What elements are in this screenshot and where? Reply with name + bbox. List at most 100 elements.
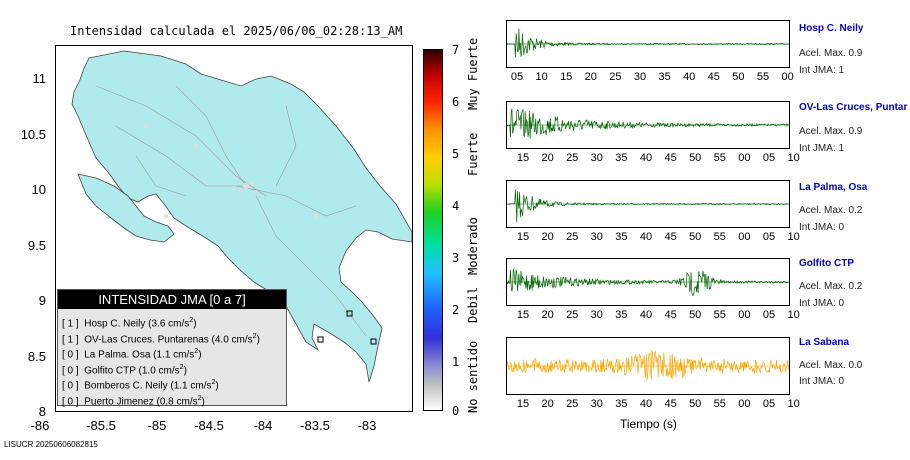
time-tick-label: 25	[566, 231, 579, 243]
map-ytick: 10	[31, 182, 46, 197]
station-name: Hosp C. Neily	[799, 23, 864, 34]
time-tick-label: 55	[713, 152, 726, 164]
time-tick-label: 05	[510, 71, 524, 83]
time-tick-label: 05	[762, 309, 776, 321]
time-tick-label: 05	[762, 231, 776, 243]
colorbar-category: Fuerte	[466, 132, 480, 176]
map-xtick: -85.5	[86, 418, 116, 433]
nicoya-peninsula	[77, 173, 175, 243]
map-xtick: -83.5	[300, 418, 330, 433]
map-ytick: 9	[38, 293, 46, 308]
legend-row: [ 0 ] La Palma. Osa (1.1 cm/s2)	[62, 348, 202, 361]
time-tick-label: 15	[516, 231, 530, 243]
time-tick-label: 30	[590, 231, 603, 243]
station-jma: Int JMA: 1	[799, 143, 845, 154]
time-tick-label: 30	[633, 71, 647, 83]
legend-row: [ 1 ] OV-Las Cruces. Puntarenas (4.0 cm/…	[62, 332, 260, 345]
station-marker-3	[370, 338, 377, 345]
colorbar-tick: 2	[452, 303, 460, 317]
station-acel: Acel. Max. 0.0	[799, 360, 863, 371]
colorbar-category: Muy Fuerte	[466, 37, 480, 110]
station-name: OV-Las Cruces, Puntar	[799, 102, 908, 113]
waveform-trace	[506, 108, 789, 139]
time-tick-label: 15	[516, 398, 530, 410]
time-tick-label: 40	[639, 231, 653, 243]
time-tick-label: 00	[738, 398, 751, 410]
time-tick-label: 35	[615, 231, 628, 243]
roads	[95, 85, 367, 337]
time-tick-label: 50	[689, 309, 702, 321]
time-tick-label: 10	[787, 231, 800, 243]
time-tick-label: 45	[664, 152, 677, 164]
time-tick-label: 50	[689, 398, 702, 410]
station-acel: Acel. Max. 0.9	[799, 48, 863, 59]
legend-title: INTENSIDAD JMA [0 a 7]	[58, 290, 286, 309]
time-tick-label: 05	[762, 398, 776, 410]
time-tick-label: 00	[738, 152, 751, 164]
costa-rica-map-svg	[71, 50, 412, 383]
time-tick-label: 45	[664, 231, 677, 243]
map-xtick: -84.5	[194, 418, 224, 433]
time-tick-label: 25	[566, 152, 579, 164]
waveform-trace	[506, 28, 789, 58]
waveform-panel	[506, 337, 790, 395]
map-xtick: -86	[30, 418, 50, 433]
time-tick-label: 55	[756, 71, 770, 83]
time-tick-label: 25	[566, 398, 579, 410]
station-name: La Palma, Osa	[799, 182, 868, 193]
time-tick-label: 20	[541, 152, 554, 164]
legend-row: [ 0 ] Bomberos C. Neily (1.1 cm/s2)	[62, 379, 219, 392]
colorbar-category: Moderado	[466, 217, 480, 275]
waveform-panel	[506, 258, 790, 306]
waveform-svg	[506, 189, 789, 223]
time-tick-label: 15	[516, 152, 530, 164]
colorbar-tick: 6	[452, 95, 460, 109]
time-tick-label: 30	[590, 152, 603, 164]
station-jma: Int JMA: 1	[799, 65, 845, 76]
time-tick-label: 55	[713, 309, 726, 321]
waveform-trace	[506, 269, 789, 296]
map-ytick: 9.5	[27, 238, 46, 253]
legend-row: [ 0 ] Puerto Jimenez (0.8 cm/s2)	[62, 394, 205, 407]
colorbar-tick: 7	[452, 43, 460, 57]
waveform-trace	[506, 350, 789, 380]
map-ytick: 8.5	[27, 349, 46, 364]
time-tick-label: 55	[713, 231, 726, 243]
station-jma: Int JMA: 0	[799, 376, 845, 387]
time-tick-label: 40	[639, 152, 653, 164]
station-acel: Acel. Max. 0.2	[799, 205, 863, 216]
colorbar-tick: 4	[452, 199, 460, 213]
time-tick-label: 00	[738, 231, 751, 243]
towns	[144, 124, 318, 218]
time-tick-label: 50	[689, 231, 702, 243]
time-tick-label: 45	[664, 309, 677, 321]
station-marker-2	[317, 336, 324, 343]
time-tick-label: 10	[787, 152, 800, 164]
waveform-panel	[506, 101, 790, 149]
time-tick-label: 30	[590, 398, 603, 410]
time-tick-label: 20	[541, 309, 554, 321]
time-tick-label: 25	[566, 309, 579, 321]
colorbar-tick: 5	[452, 147, 460, 161]
time-tick-label: 45	[707, 71, 720, 83]
time-tick-label: 15	[516, 309, 530, 321]
waveform-trace	[506, 189, 789, 223]
time-tick-label: 35	[615, 309, 628, 321]
waveform-svg	[506, 269, 789, 296]
colorbar-tick: 1	[452, 355, 460, 369]
time-tick-label: 10	[535, 71, 548, 83]
time-tick-label: 20	[541, 398, 554, 410]
station-jma: Int JMA: 0	[799, 298, 845, 309]
time-tick-label: 55	[713, 398, 726, 410]
x-axis-label: Tiempo (s)	[620, 417, 677, 431]
map-xtick: -84	[253, 418, 273, 433]
time-tick-label: 40	[639, 398, 653, 410]
map-ytick: 10.5	[20, 127, 46, 142]
map-xtick: -83	[357, 418, 377, 433]
station-marker-1	[346, 310, 353, 317]
time-tick-label: 20	[584, 71, 597, 83]
time-tick-label: 15	[560, 71, 573, 83]
time-tick-label: 00	[781, 71, 794, 83]
map-title: Intensidad calculada el 2025/06/06_02:28…	[70, 24, 403, 38]
intensity-colorbar	[423, 49, 443, 411]
